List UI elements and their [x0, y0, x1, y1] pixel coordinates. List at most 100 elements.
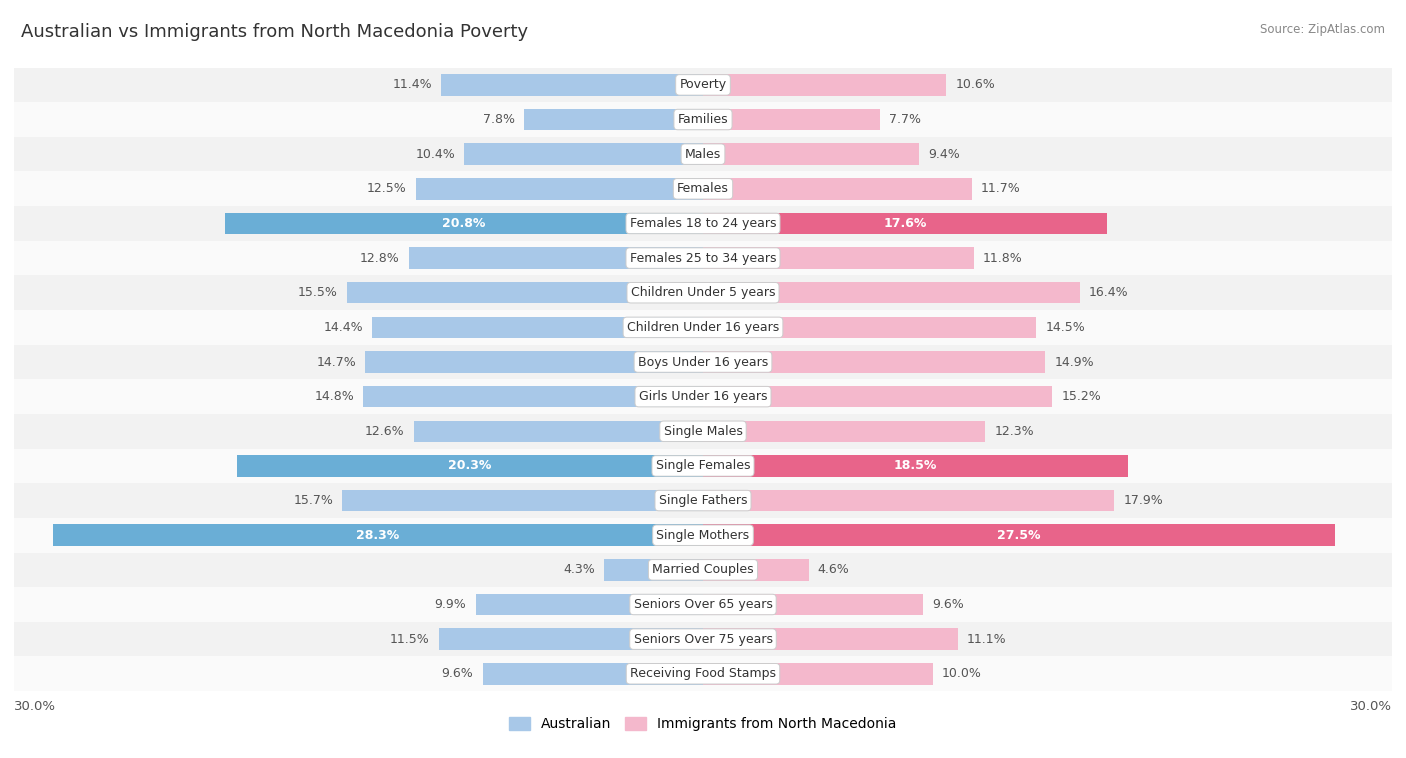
Bar [703, 109, 880, 130]
Bar [343, 490, 703, 512]
Text: 10.6%: 10.6% [956, 78, 995, 92]
Legend: Australian, Immigrants from North Macedonia: Australian, Immigrants from North Macedo… [503, 712, 903, 737]
Text: Families: Families [678, 113, 728, 126]
Bar [475, 594, 703, 615]
Text: 11.4%: 11.4% [392, 78, 432, 92]
Text: 14.4%: 14.4% [323, 321, 363, 334]
Text: Females: Females [678, 183, 728, 196]
Text: 4.3%: 4.3% [564, 563, 595, 576]
Bar [0, 171, 1406, 206]
Text: 9.9%: 9.9% [434, 598, 467, 611]
Bar [703, 525, 1334, 546]
Bar [439, 628, 703, 650]
Text: Males: Males [685, 148, 721, 161]
Text: 4.6%: 4.6% [818, 563, 849, 576]
Bar [363, 386, 703, 407]
Bar [53, 525, 703, 546]
Text: 7.8%: 7.8% [482, 113, 515, 126]
Text: Children Under 5 years: Children Under 5 years [631, 287, 775, 299]
Text: 15.7%: 15.7% [294, 494, 333, 507]
Text: 12.6%: 12.6% [364, 424, 405, 438]
Text: 9.4%: 9.4% [928, 148, 960, 161]
Text: 17.6%: 17.6% [883, 217, 927, 230]
Bar [703, 74, 946, 96]
Bar [0, 449, 1406, 484]
Bar [0, 484, 1406, 518]
Text: Boys Under 16 years: Boys Under 16 years [638, 356, 768, 368]
Bar [703, 386, 1052, 407]
Text: 11.5%: 11.5% [389, 633, 430, 646]
Text: 15.2%: 15.2% [1062, 390, 1101, 403]
Text: 7.7%: 7.7% [889, 113, 921, 126]
Bar [703, 559, 808, 581]
Bar [703, 663, 932, 684]
Text: 11.8%: 11.8% [983, 252, 1024, 265]
Bar [703, 628, 957, 650]
Bar [441, 74, 703, 96]
Bar [0, 414, 1406, 449]
Text: Seniors Over 75 years: Seniors Over 75 years [634, 633, 772, 646]
Bar [703, 456, 1128, 477]
Bar [0, 137, 1406, 171]
Text: 11.1%: 11.1% [967, 633, 1007, 646]
Bar [703, 213, 1107, 234]
Text: 30.0%: 30.0% [14, 700, 56, 713]
Text: Children Under 16 years: Children Under 16 years [627, 321, 779, 334]
Bar [703, 490, 1114, 512]
Text: 27.5%: 27.5% [997, 529, 1040, 542]
Bar [347, 282, 703, 303]
Text: 9.6%: 9.6% [932, 598, 965, 611]
Bar [366, 351, 703, 373]
Text: 20.3%: 20.3% [449, 459, 492, 472]
Bar [0, 275, 1406, 310]
Bar [413, 421, 703, 442]
Text: 14.8%: 14.8% [314, 390, 354, 403]
Text: 15.5%: 15.5% [298, 287, 337, 299]
Text: 20.8%: 20.8% [443, 217, 486, 230]
Text: Single Females: Single Females [655, 459, 751, 472]
Text: 30.0%: 30.0% [1350, 700, 1392, 713]
Bar [0, 656, 1406, 691]
Bar [703, 594, 924, 615]
Bar [703, 317, 1036, 338]
Text: Single Fathers: Single Fathers [659, 494, 747, 507]
Text: 16.4%: 16.4% [1088, 287, 1129, 299]
Text: 18.5%: 18.5% [894, 459, 938, 472]
Text: 14.5%: 14.5% [1045, 321, 1085, 334]
Bar [236, 456, 703, 477]
Text: Females 25 to 34 years: Females 25 to 34 years [630, 252, 776, 265]
Bar [482, 663, 703, 684]
Bar [0, 241, 1406, 275]
Bar [0, 206, 1406, 241]
Bar [703, 247, 974, 269]
Text: Single Males: Single Males [664, 424, 742, 438]
Bar [0, 587, 1406, 622]
Text: Married Couples: Married Couples [652, 563, 754, 576]
Text: Girls Under 16 years: Girls Under 16 years [638, 390, 768, 403]
Bar [0, 622, 1406, 656]
Bar [703, 351, 1045, 373]
Text: 14.9%: 14.9% [1054, 356, 1094, 368]
Bar [464, 143, 703, 165]
Text: 9.6%: 9.6% [441, 667, 474, 680]
Text: Receiving Food Stamps: Receiving Food Stamps [630, 667, 776, 680]
Text: 12.3%: 12.3% [994, 424, 1035, 438]
Text: Single Mothers: Single Mothers [657, 529, 749, 542]
Text: 10.4%: 10.4% [415, 148, 456, 161]
Bar [416, 178, 703, 199]
Bar [703, 282, 1080, 303]
Text: 12.5%: 12.5% [367, 183, 406, 196]
Bar [0, 310, 1406, 345]
Text: Poverty: Poverty [679, 78, 727, 92]
Text: 14.7%: 14.7% [316, 356, 356, 368]
Text: Females 18 to 24 years: Females 18 to 24 years [630, 217, 776, 230]
Bar [0, 553, 1406, 587]
Bar [703, 421, 986, 442]
Bar [373, 317, 703, 338]
Text: 28.3%: 28.3% [357, 529, 399, 542]
Bar [225, 213, 703, 234]
Bar [0, 345, 1406, 379]
Bar [0, 67, 1406, 102]
Bar [0, 518, 1406, 553]
Text: Australian vs Immigrants from North Macedonia Poverty: Australian vs Immigrants from North Mace… [21, 23, 529, 41]
